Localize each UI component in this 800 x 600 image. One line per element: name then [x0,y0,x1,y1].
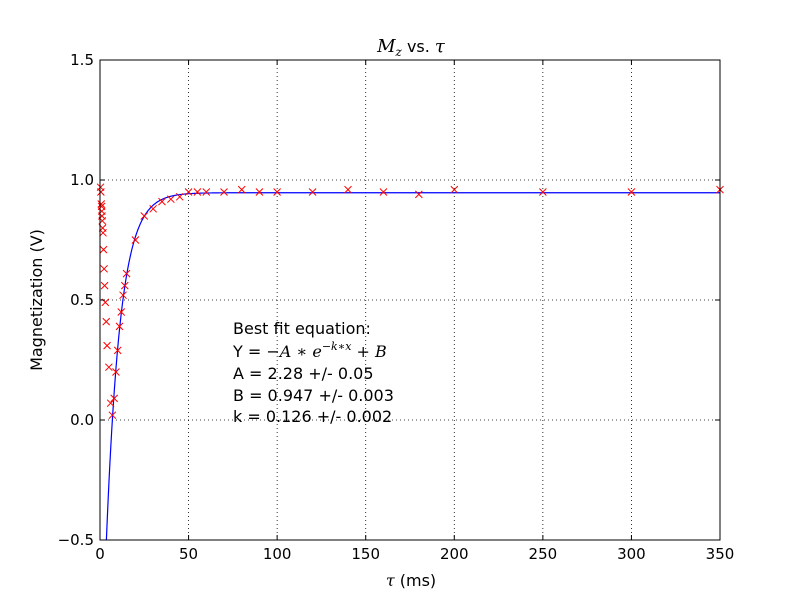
y-tick-label: 0.0 [70,411,94,429]
fit-annotation: Best fit equation: Y = −A ∗ e−k∗x + B A … [232,319,394,426]
data-point [167,195,175,204]
annotation-line-1: Best fit equation: [233,319,371,338]
y-tick-label: 0.5 [70,291,94,309]
annotation-eq-prefix: Y = [232,342,266,361]
x-label-symbol: τ [386,571,396,590]
title-symbol: τ [435,36,446,57]
chart-title: Mz vs. τ [376,36,446,59]
data-point [273,188,281,196]
ticks: 0 50 100 150 200 250 300 350 −0.5 0.0 0.5 1.0 1.5 [58,51,735,563]
annotation-line-5: k = 0.126 +/- 0.002 [233,407,392,426]
x-tick-label: 50 [179,545,198,563]
data-point [108,411,117,420]
fit-curve-group [105,192,720,541]
x-tick-label: 350 [706,545,735,563]
data-point [99,245,108,254]
data-point [102,317,111,326]
data-point [184,188,193,196]
data-point [149,204,157,213]
x-axis-label: τ (ms) [386,571,436,590]
data-point [539,188,547,196]
x-label-unit: (ms) [395,571,437,590]
data-point [117,308,126,316]
data-point [627,188,636,196]
annotation-line-3: A = 2.28 +/- 0.05 [233,364,374,383]
title-subscript: z [395,45,403,59]
annotation-eq-tail: + B [351,342,387,361]
data-point [308,188,317,196]
data-point [113,346,122,355]
data-point [344,185,352,194]
annotation-line-4: B = 0.947 +/- 0.003 [233,386,394,405]
data-point [131,236,140,244]
y-tick-label: 1.5 [70,51,94,69]
annotation-eq-exponent: −k∗x [322,340,352,353]
data-point [237,185,246,194]
data-point [120,281,129,290]
y-axis-label: Magnetization (V) [27,229,46,371]
x-tick-label: 250 [529,545,558,563]
annotation-line-2: Y = −A ∗ e−k∗x + B [232,340,387,361]
x-tick-label: 150 [351,545,380,563]
x-tick-label: 300 [617,545,646,563]
data-point [105,363,113,372]
data-point [415,190,423,199]
data-point [140,212,149,220]
grid [100,60,720,540]
x-tick-label: 100 [263,545,292,563]
data-point [99,228,107,237]
annotation-eq-math: −A ∗ e [266,342,321,361]
data-point [119,291,127,300]
y-tick-label: 1.0 [70,171,94,189]
data-point [97,200,106,208]
data-point [103,341,111,350]
data-point [193,188,202,196]
data-point [220,188,228,196]
data-point [97,188,105,196]
data-point [106,399,115,408]
data-point [100,264,108,273]
data-point [115,322,124,331]
data-point [255,188,264,196]
data-point [122,269,131,278]
data-point [379,188,388,196]
x-tick-label: 0 [95,545,105,563]
data-point [112,368,120,376]
title-prefix: M [376,36,396,57]
data-point [110,394,119,403]
data-point [175,192,184,201]
fit-curve [105,192,720,541]
data-point [158,197,166,206]
data-point [450,185,459,194]
data-point [100,281,109,290]
title-middle: vs. [402,37,435,56]
x-tick-label: 200 [440,545,469,563]
data-point [202,188,211,196]
y-tick-label: −0.5 [58,531,94,549]
data-points [96,183,724,420]
